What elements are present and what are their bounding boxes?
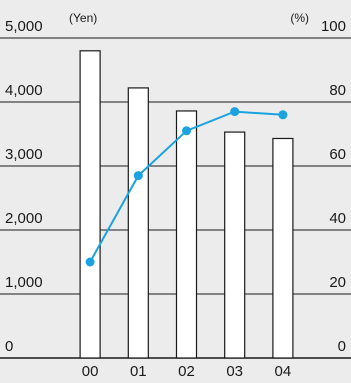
right-tick-label: 0 — [338, 338, 346, 355]
left-tick-label: 4,000 — [5, 82, 43, 99]
left-tick-label: 3,000 — [5, 146, 43, 163]
right-tick-label: 60 — [329, 146, 346, 163]
left-tick-label: 0 — [5, 338, 13, 355]
line-point — [133, 171, 143, 181]
axis-ticks: 01,0002,0003,0004,0005,00002040608010000… — [5, 18, 346, 380]
line-point — [278, 110, 288, 120]
x-tick-label: 02 — [178, 363, 195, 378]
right-tick-label: 100 — [321, 18, 346, 35]
bar — [175, 110, 198, 359]
right-tick-label: 80 — [329, 82, 346, 99]
right-tick-label: 20 — [329, 274, 346, 291]
right-unit-label: (%) — [290, 11, 309, 25]
bar — [272, 137, 294, 359]
x-tick-label: 01 — [130, 363, 147, 378]
line-point — [230, 107, 240, 117]
x-tick-label: 00 — [82, 363, 99, 378]
left-tick-label: 1,000 — [5, 274, 43, 291]
right-tick-label: 40 — [329, 210, 346, 227]
x-tick-label: 03 — [226, 363, 243, 378]
left-unit-label: (Yen) — [69, 11, 97, 25]
bar — [224, 131, 246, 359]
line-point — [182, 126, 191, 136]
bar — [127, 87, 149, 359]
bar-series — [79, 50, 294, 359]
x-tick-label: 04 — [275, 363, 292, 378]
left-tick-label: 2,000 — [5, 210, 43, 227]
left-tick-label: 5,000 — [5, 18, 43, 35]
bar — [79, 50, 101, 359]
gridlines — [0, 37, 351, 359]
line-series — [85, 107, 288, 267]
line-point — [85, 257, 95, 267]
